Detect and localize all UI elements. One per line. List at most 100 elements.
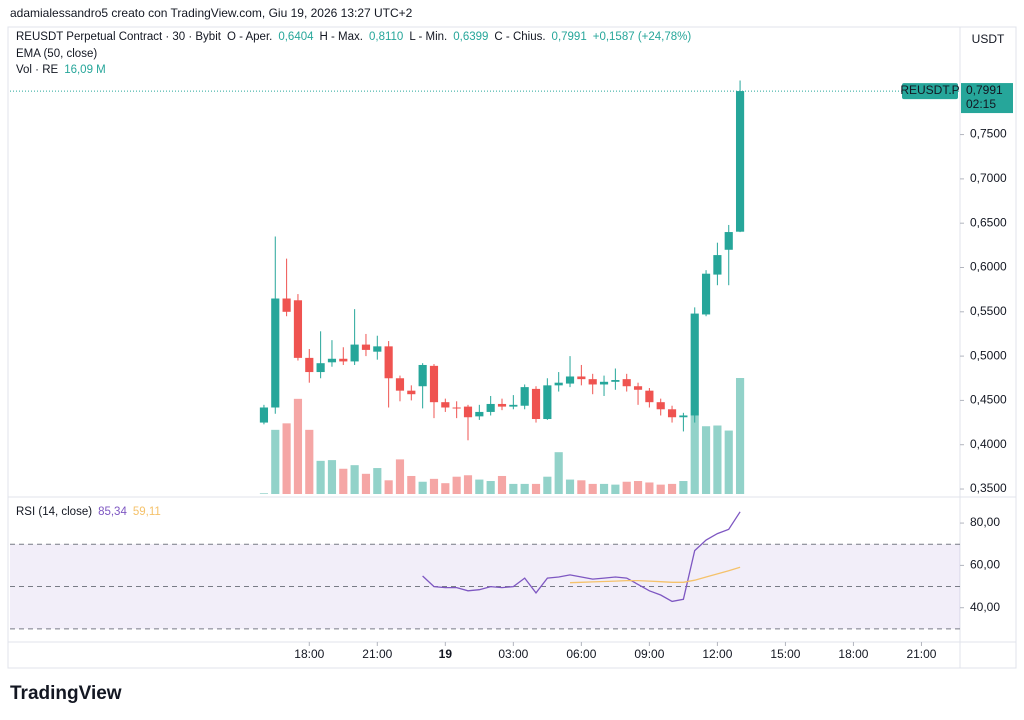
volume-bar <box>373 468 382 494</box>
author: adamialessandro5 creato con TradingView.… <box>10 6 413 20</box>
y-tick-label: 0,4500 <box>970 393 1007 407</box>
volume-bar <box>259 493 269 494</box>
y-tick-label: 0,6500 <box>970 215 1007 229</box>
indicator: EMA (50, close) <box>16 48 98 60</box>
author-line: adamialessandro5 creato con TradingView.… <box>10 6 412 20</box>
volume-bar <box>395 459 405 494</box>
volume-bar <box>509 483 518 494</box>
price-label: 0,7991 <box>966 83 1003 97</box>
x-tick-label: 06:00 <box>566 647 596 661</box>
candle-body <box>724 232 733 250</box>
candle-body <box>452 407 461 409</box>
candle-body <box>588 379 597 385</box>
candle-body <box>497 403 507 407</box>
volume-bar <box>554 452 563 494</box>
candle-body <box>259 407 269 423</box>
ohlc-value: 0,6404 <box>278 31 314 43</box>
candle-body <box>395 378 405 391</box>
volume-bar <box>724 430 733 494</box>
rsi-line <box>569 566 741 584</box>
frame <box>7 26 1017 669</box>
symbol-label: REUSDT.P <box>900 83 959 97</box>
ohlc-key: L - Min. <box>409 31 448 43</box>
candle-body <box>701 273 711 315</box>
price-box <box>961 83 1013 114</box>
candle-body <box>282 298 291 312</box>
x-tick-label: 03:00 <box>498 647 528 661</box>
rsi-ma-value: 59,11 <box>132 506 161 518</box>
legend-row: Vol · RE 16,09 M <box>16 64 106 76</box>
candle-body <box>565 376 575 384</box>
volume-bar <box>429 478 439 494</box>
volume-bar <box>441 483 450 494</box>
rsi-line <box>422 511 741 603</box>
y-tick-label: 0,4000 <box>970 437 1007 451</box>
band <box>10 544 960 629</box>
volume-bar <box>327 460 337 494</box>
candle-body <box>316 363 325 373</box>
volume-bar <box>497 475 507 494</box>
candle-body <box>384 346 393 379</box>
volume-bar <box>418 481 427 494</box>
volume-bar <box>407 475 416 494</box>
volume-bar <box>271 429 280 494</box>
volume-bar <box>667 483 677 494</box>
x-tick-label: 09:00 <box>634 647 664 661</box>
rsi-value: 85,34 <box>98 506 127 518</box>
x-tick-label: 21:00 <box>906 647 936 661</box>
ohlc-key: H - Max. <box>319 31 363 43</box>
volume-bar <box>475 479 484 494</box>
candle-body <box>373 346 382 352</box>
volume-bar <box>611 484 620 494</box>
volume-bar <box>316 460 325 494</box>
ohlc-key: C - Chius. <box>494 31 546 43</box>
volume-bar <box>679 481 688 494</box>
volume-bar <box>690 415 699 494</box>
candle-body <box>656 402 665 410</box>
y-tick-label: 80,00 <box>970 515 1000 529</box>
volume-bar <box>565 479 575 494</box>
candle-body <box>735 91 745 232</box>
volume-bar <box>463 475 473 494</box>
legend-row: REUSDT Perpetual Contract · 30 · Bybit O … <box>16 31 691 43</box>
ohlc-key: O - Aper. <box>226 31 273 43</box>
volume-bar <box>282 423 291 494</box>
brand-text: TradingView <box>10 683 122 704</box>
x-tick-label: 12:00 <box>702 647 732 661</box>
brand: TradingView <box>10 683 122 705</box>
volume-bar <box>713 425 722 494</box>
rsi-title: RSI (14, close) <box>16 506 93 518</box>
y-tick-label: 60,00 <box>970 558 1000 572</box>
countdown: 02:15 <box>966 97 996 111</box>
candle-body <box>713 255 722 275</box>
volume-bar <box>520 483 529 494</box>
rsi-legend: RSI (14, close) 85,34 59,11 <box>16 506 161 518</box>
candle-body <box>350 344 359 362</box>
legend-row: EMA (50, close) <box>16 48 97 60</box>
candle-body <box>645 390 654 403</box>
y-tick-label: 40,00 <box>970 600 1000 614</box>
change: +0,1587 (+24,78%) <box>592 31 692 43</box>
y-tick-label: 0,6000 <box>970 260 1007 274</box>
candle-body <box>463 406 473 418</box>
volume-bar <box>339 468 348 494</box>
candle-body <box>327 358 337 363</box>
y-tick-label: 0,5500 <box>970 304 1007 318</box>
volume-bar <box>305 429 314 494</box>
candle-body <box>622 379 631 387</box>
ohlc-value: 0,6399 <box>453 31 489 43</box>
volume-bar <box>645 482 654 494</box>
ohlc-value: 0,8110 <box>368 31 404 43</box>
candle-body <box>361 344 371 350</box>
x-tick-label: 15:00 <box>770 647 800 661</box>
candle-body <box>305 357 314 373</box>
symbol-box <box>902 83 958 100</box>
candle-body <box>667 409 677 418</box>
candle-body <box>543 385 552 420</box>
candle-body <box>271 298 280 408</box>
candle-body <box>599 381 609 385</box>
candle-body <box>554 382 563 386</box>
volume-bar <box>701 426 711 494</box>
